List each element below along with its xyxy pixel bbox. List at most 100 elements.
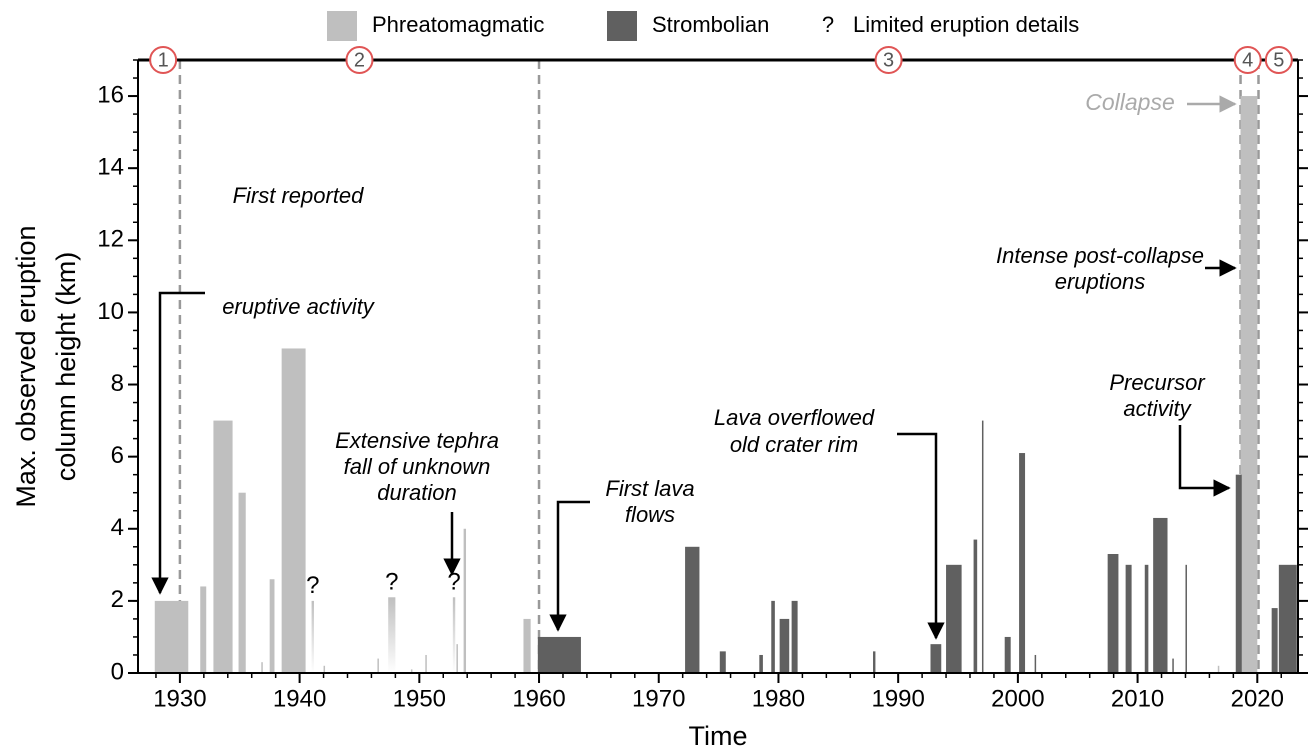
annotation: old crater rim — [730, 432, 858, 457]
y-tick-label: 2 — [111, 586, 124, 613]
bar — [973, 539, 978, 673]
annotation: Intense post-collapse — [996, 243, 1204, 268]
legend-label: Limited eruption details — [853, 12, 1079, 37]
phase-label: 4 — [1242, 49, 1253, 71]
bar — [779, 618, 790, 673]
x-tick-label: 1990 — [871, 685, 924, 712]
y-tick-label: 12 — [97, 226, 124, 253]
x-tick-label: 2020 — [1231, 685, 1284, 712]
bar — [269, 579, 275, 673]
annotation: flows — [625, 502, 675, 527]
limited-marker: ? — [306, 572, 319, 599]
bar — [1235, 474, 1242, 673]
limited-bar — [311, 600, 314, 673]
bar — [981, 420, 984, 673]
bar — [281, 348, 306, 673]
bar — [1271, 608, 1278, 673]
bar — [463, 528, 467, 673]
limited-marker: ? — [447, 569, 460, 596]
bar — [200, 586, 207, 673]
bar — [523, 618, 531, 673]
bar — [1185, 564, 1187, 673]
bar — [377, 658, 379, 673]
annotation: First reported — [233, 183, 365, 208]
bar — [238, 492, 246, 673]
y-tick-label: 8 — [111, 370, 124, 397]
x-tick-label: 1980 — [752, 685, 805, 712]
bar — [1153, 517, 1168, 673]
x-axis-label: Time — [689, 721, 748, 751]
annotation-arrow — [549, 500, 590, 632]
legend-swatch — [327, 11, 357, 41]
bar — [771, 600, 775, 673]
annotation: First lava — [605, 476, 694, 501]
x-tick-label: 1960 — [512, 685, 565, 712]
bar — [261, 662, 263, 673]
phase-marker — [149, 46, 178, 74]
phase-marker — [345, 46, 374, 74]
bar — [323, 665, 326, 673]
bar — [873, 651, 876, 673]
bar — [791, 600, 798, 673]
legend-marker: ? — [822, 12, 834, 37]
legend-label: Phreatomagmatic — [372, 12, 544, 37]
phase-marker — [1264, 46, 1293, 74]
annotation-arrow — [151, 291, 205, 595]
legend-swatch — [607, 11, 637, 41]
bar — [1107, 554, 1119, 673]
annotation: Extensive tephra — [335, 428, 499, 453]
bar — [1019, 453, 1026, 673]
limited-marker: ? — [385, 569, 398, 596]
annotation-arrow — [897, 432, 945, 640]
x-tick-label: 1940 — [273, 685, 326, 712]
legend-label: Strombolian — [652, 12, 769, 37]
annotation: fall of unknown — [344, 454, 491, 479]
bar — [537, 636, 581, 673]
x-tick-label: 1930 — [153, 685, 206, 712]
y-axis-label: Max. observed eruption — [11, 225, 41, 507]
bar — [1004, 636, 1011, 673]
bar — [410, 669, 413, 673]
y-tick-label: 0 — [111, 658, 124, 685]
y-tick-label: 4 — [111, 514, 124, 541]
bar — [1278, 564, 1297, 673]
x-tick-label: 2000 — [991, 685, 1044, 712]
bar — [1144, 564, 1149, 673]
y-tick-label: 6 — [111, 442, 124, 469]
phase-label: 5 — [1273, 49, 1284, 71]
bar — [946, 564, 962, 673]
bar — [930, 644, 942, 673]
limited-bar — [452, 597, 456, 673]
bar — [154, 600, 189, 673]
bar — [1240, 96, 1258, 673]
x-tick-label: 1950 — [393, 685, 446, 712]
x-tick-label: 2010 — [1111, 685, 1164, 712]
bar — [1034, 654, 1037, 673]
phase-label: 2 — [354, 49, 365, 71]
bar — [685, 546, 700, 673]
phase-marker — [1233, 46, 1262, 74]
y-axis-label: column height (km) — [51, 252, 81, 482]
annotation: duration — [377, 480, 457, 505]
bar — [456, 644, 458, 673]
annotation-arrow — [1178, 425, 1231, 497]
bar — [213, 420, 233, 673]
phase-marker — [874, 46, 903, 74]
bar — [1125, 564, 1132, 673]
annotation: eruptions — [1055, 269, 1146, 294]
annotation: Collapse — [1085, 89, 1175, 115]
bar — [1172, 658, 1174, 673]
limited-bar — [388, 597, 396, 673]
y-tick-label: 10 — [97, 298, 124, 325]
phase-label: 1 — [158, 49, 169, 71]
annotation: Lava overflowed — [714, 405, 875, 430]
bar — [425, 654, 427, 673]
annotation: Precursor — [1109, 370, 1206, 395]
bar — [759, 654, 763, 673]
x-tick-label: 1970 — [632, 685, 685, 712]
y-tick-label: 16 — [97, 81, 124, 108]
y-tick-label: 14 — [97, 154, 124, 181]
bar — [1217, 665, 1220, 673]
annotation: eruptive activity — [222, 294, 376, 319]
